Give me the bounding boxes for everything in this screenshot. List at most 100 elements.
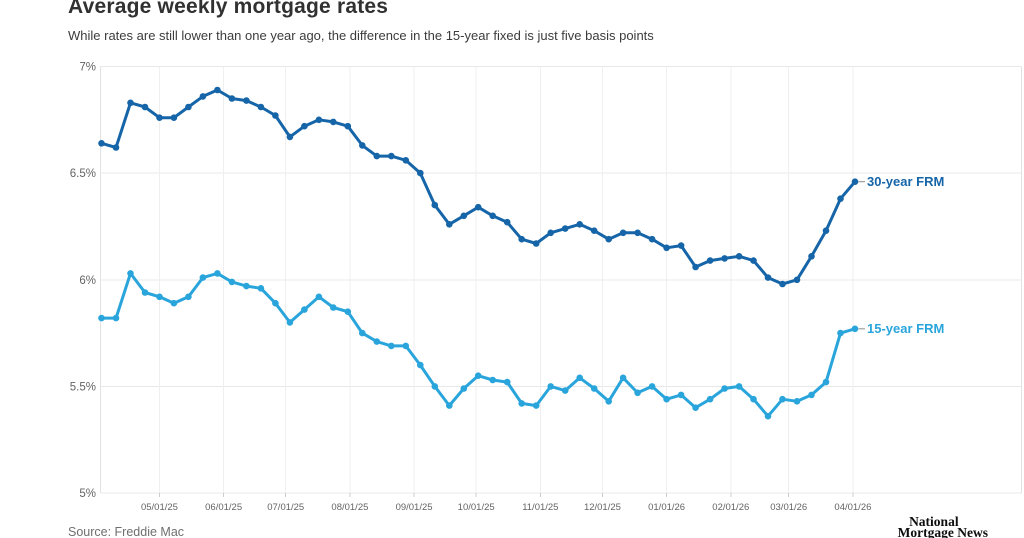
series-point-15-year-frm[interactable] [243, 282, 250, 290]
series-point-30-year-frm[interactable] [243, 97, 250, 104]
series-point-30-year-frm[interactable] [735, 252, 743, 260]
series-point-15-year-frm[interactable] [619, 374, 627, 382]
series-point-15-year-frm[interactable] [431, 383, 439, 390]
series-point-15-year-frm[interactable] [750, 395, 757, 403]
series-point-15-year-frm[interactable] [764, 412, 772, 420]
series-point-30-year-frm[interactable] [561, 225, 569, 232]
series-point-15-year-frm[interactable] [228, 278, 236, 286]
series-point-15-year-frm[interactable] [388, 342, 395, 350]
series-point-15-year-frm[interactable] [808, 391, 815, 399]
series-point-15-year-frm[interactable] [359, 329, 366, 337]
series-point-30-year-frm[interactable] [576, 221, 583, 228]
series-point-15-year-frm[interactable] [706, 395, 714, 403]
series-point-15-year-frm[interactable] [692, 404, 699, 412]
series-point-30-year-frm[interactable] [503, 218, 511, 226]
series-point-15-year-frm[interactable] [185, 293, 192, 301]
series-point-30-year-frm[interactable] [590, 227, 598, 234]
series-point-30-year-frm[interactable] [228, 95, 236, 102]
series-point-30-year-frm[interactable] [851, 178, 859, 185]
series-point-30-year-frm[interactable] [431, 201, 439, 209]
series-point-15-year-frm[interactable] [663, 395, 670, 403]
series-point-15-year-frm[interactable] [837, 329, 844, 337]
series-point-15-year-frm[interactable] [257, 285, 265, 292]
series-point-15-year-frm[interactable] [156, 293, 163, 301]
series-point-30-year-frm[interactable] [315, 116, 323, 124]
series-point-15-year-frm[interactable] [634, 389, 641, 397]
series-point-30-year-frm[interactable] [837, 195, 844, 202]
series-point-15-year-frm[interactable] [344, 308, 352, 316]
series-point-30-year-frm[interactable] [301, 122, 308, 130]
series-point-30-year-frm[interactable] [388, 152, 395, 160]
series-point-15-year-frm[interactable] [112, 314, 120, 322]
series-point-30-year-frm[interactable] [214, 86, 221, 94]
series-point-15-year-frm[interactable] [98, 314, 105, 322]
series-point-30-year-frm[interactable] [634, 229, 641, 237]
series-point-15-year-frm[interactable] [677, 391, 685, 399]
series-point-15-year-frm[interactable] [460, 385, 468, 392]
series-point-30-year-frm[interactable] [112, 144, 120, 151]
series-point-30-year-frm[interactable] [417, 169, 424, 177]
series-point-30-year-frm[interactable] [257, 103, 265, 111]
series-point-15-year-frm[interactable] [851, 325, 859, 333]
series-point-30-year-frm[interactable] [706, 257, 714, 264]
series-point-15-year-frm[interactable] [532, 402, 540, 409]
series-point-30-year-frm[interactable] [547, 229, 554, 237]
series-point-30-year-frm[interactable] [185, 103, 192, 111]
series-point-15-year-frm[interactable] [793, 398, 801, 405]
series-point-30-year-frm[interactable] [648, 235, 656, 243]
series-point-15-year-frm[interactable] [561, 387, 569, 394]
series-point-30-year-frm[interactable] [764, 274, 772, 281]
series-point-15-year-frm[interactable] [721, 385, 728, 392]
series-point-15-year-frm[interactable] [503, 378, 511, 386]
series-point-30-year-frm[interactable] [127, 99, 134, 107]
series-point-30-year-frm[interactable] [605, 235, 612, 243]
series-point-15-year-frm[interactable] [199, 274, 207, 281]
series-point-15-year-frm[interactable] [547, 383, 554, 390]
series-point-30-year-frm[interactable] [98, 140, 105, 147]
series-point-15-year-frm[interactable] [127, 270, 134, 277]
series-point-30-year-frm[interactable] [141, 103, 149, 111]
series-point-30-year-frm[interactable] [779, 280, 786, 288]
series-point-15-year-frm[interactable] [446, 402, 453, 409]
series-point-30-year-frm[interactable] [474, 203, 482, 211]
series-point-15-year-frm[interactable] [735, 383, 743, 390]
series-point-15-year-frm[interactable] [402, 342, 410, 350]
series-point-30-year-frm[interactable] [156, 114, 163, 121]
series-point-30-year-frm[interactable] [286, 133, 294, 141]
series-point-15-year-frm[interactable] [286, 319, 294, 326]
series-point-15-year-frm[interactable] [330, 304, 337, 311]
series-point-30-year-frm[interactable] [721, 255, 728, 262]
series-point-15-year-frm[interactable] [170, 299, 178, 307]
series-point-30-year-frm[interactable] [199, 93, 207, 100]
series-point-30-year-frm[interactable] [619, 229, 627, 237]
series-point-30-year-frm[interactable] [359, 142, 366, 149]
series-point-15-year-frm[interactable] [272, 299, 279, 307]
series-point-30-year-frm[interactable] [793, 276, 801, 284]
series-point-30-year-frm[interactable] [330, 118, 337, 126]
series-point-15-year-frm[interactable] [779, 395, 786, 403]
series-point-15-year-frm[interactable] [576, 374, 583, 382]
series-point-30-year-frm[interactable] [170, 114, 178, 121]
series-point-15-year-frm[interactable] [214, 270, 221, 277]
series-point-30-year-frm[interactable] [344, 122, 352, 130]
series-point-30-year-frm[interactable] [272, 112, 279, 119]
series-point-30-year-frm[interactable] [460, 212, 468, 220]
series-point-30-year-frm[interactable] [677, 242, 685, 249]
series-point-30-year-frm[interactable] [822, 227, 830, 234]
series-point-30-year-frm[interactable] [663, 244, 670, 252]
series-point-15-year-frm[interactable] [141, 289, 149, 296]
series-point-15-year-frm[interactable] [373, 338, 381, 345]
series-point-15-year-frm[interactable] [315, 293, 323, 301]
series-point-15-year-frm[interactable] [417, 361, 424, 369]
series-point-30-year-frm[interactable] [402, 157, 410, 164]
series-point-30-year-frm[interactable] [518, 235, 525, 243]
series-point-30-year-frm[interactable] [373, 152, 381, 160]
series-point-15-year-frm[interactable] [648, 383, 656, 390]
series-point-30-year-frm[interactable] [489, 212, 497, 220]
series-point-30-year-frm[interactable] [692, 263, 699, 271]
series-point-30-year-frm[interactable] [532, 240, 540, 247]
series-point-30-year-frm[interactable] [808, 252, 815, 260]
series-point-30-year-frm[interactable] [750, 257, 757, 264]
series-point-15-year-frm[interactable] [301, 306, 308, 313]
series-point-15-year-frm[interactable] [489, 376, 497, 384]
